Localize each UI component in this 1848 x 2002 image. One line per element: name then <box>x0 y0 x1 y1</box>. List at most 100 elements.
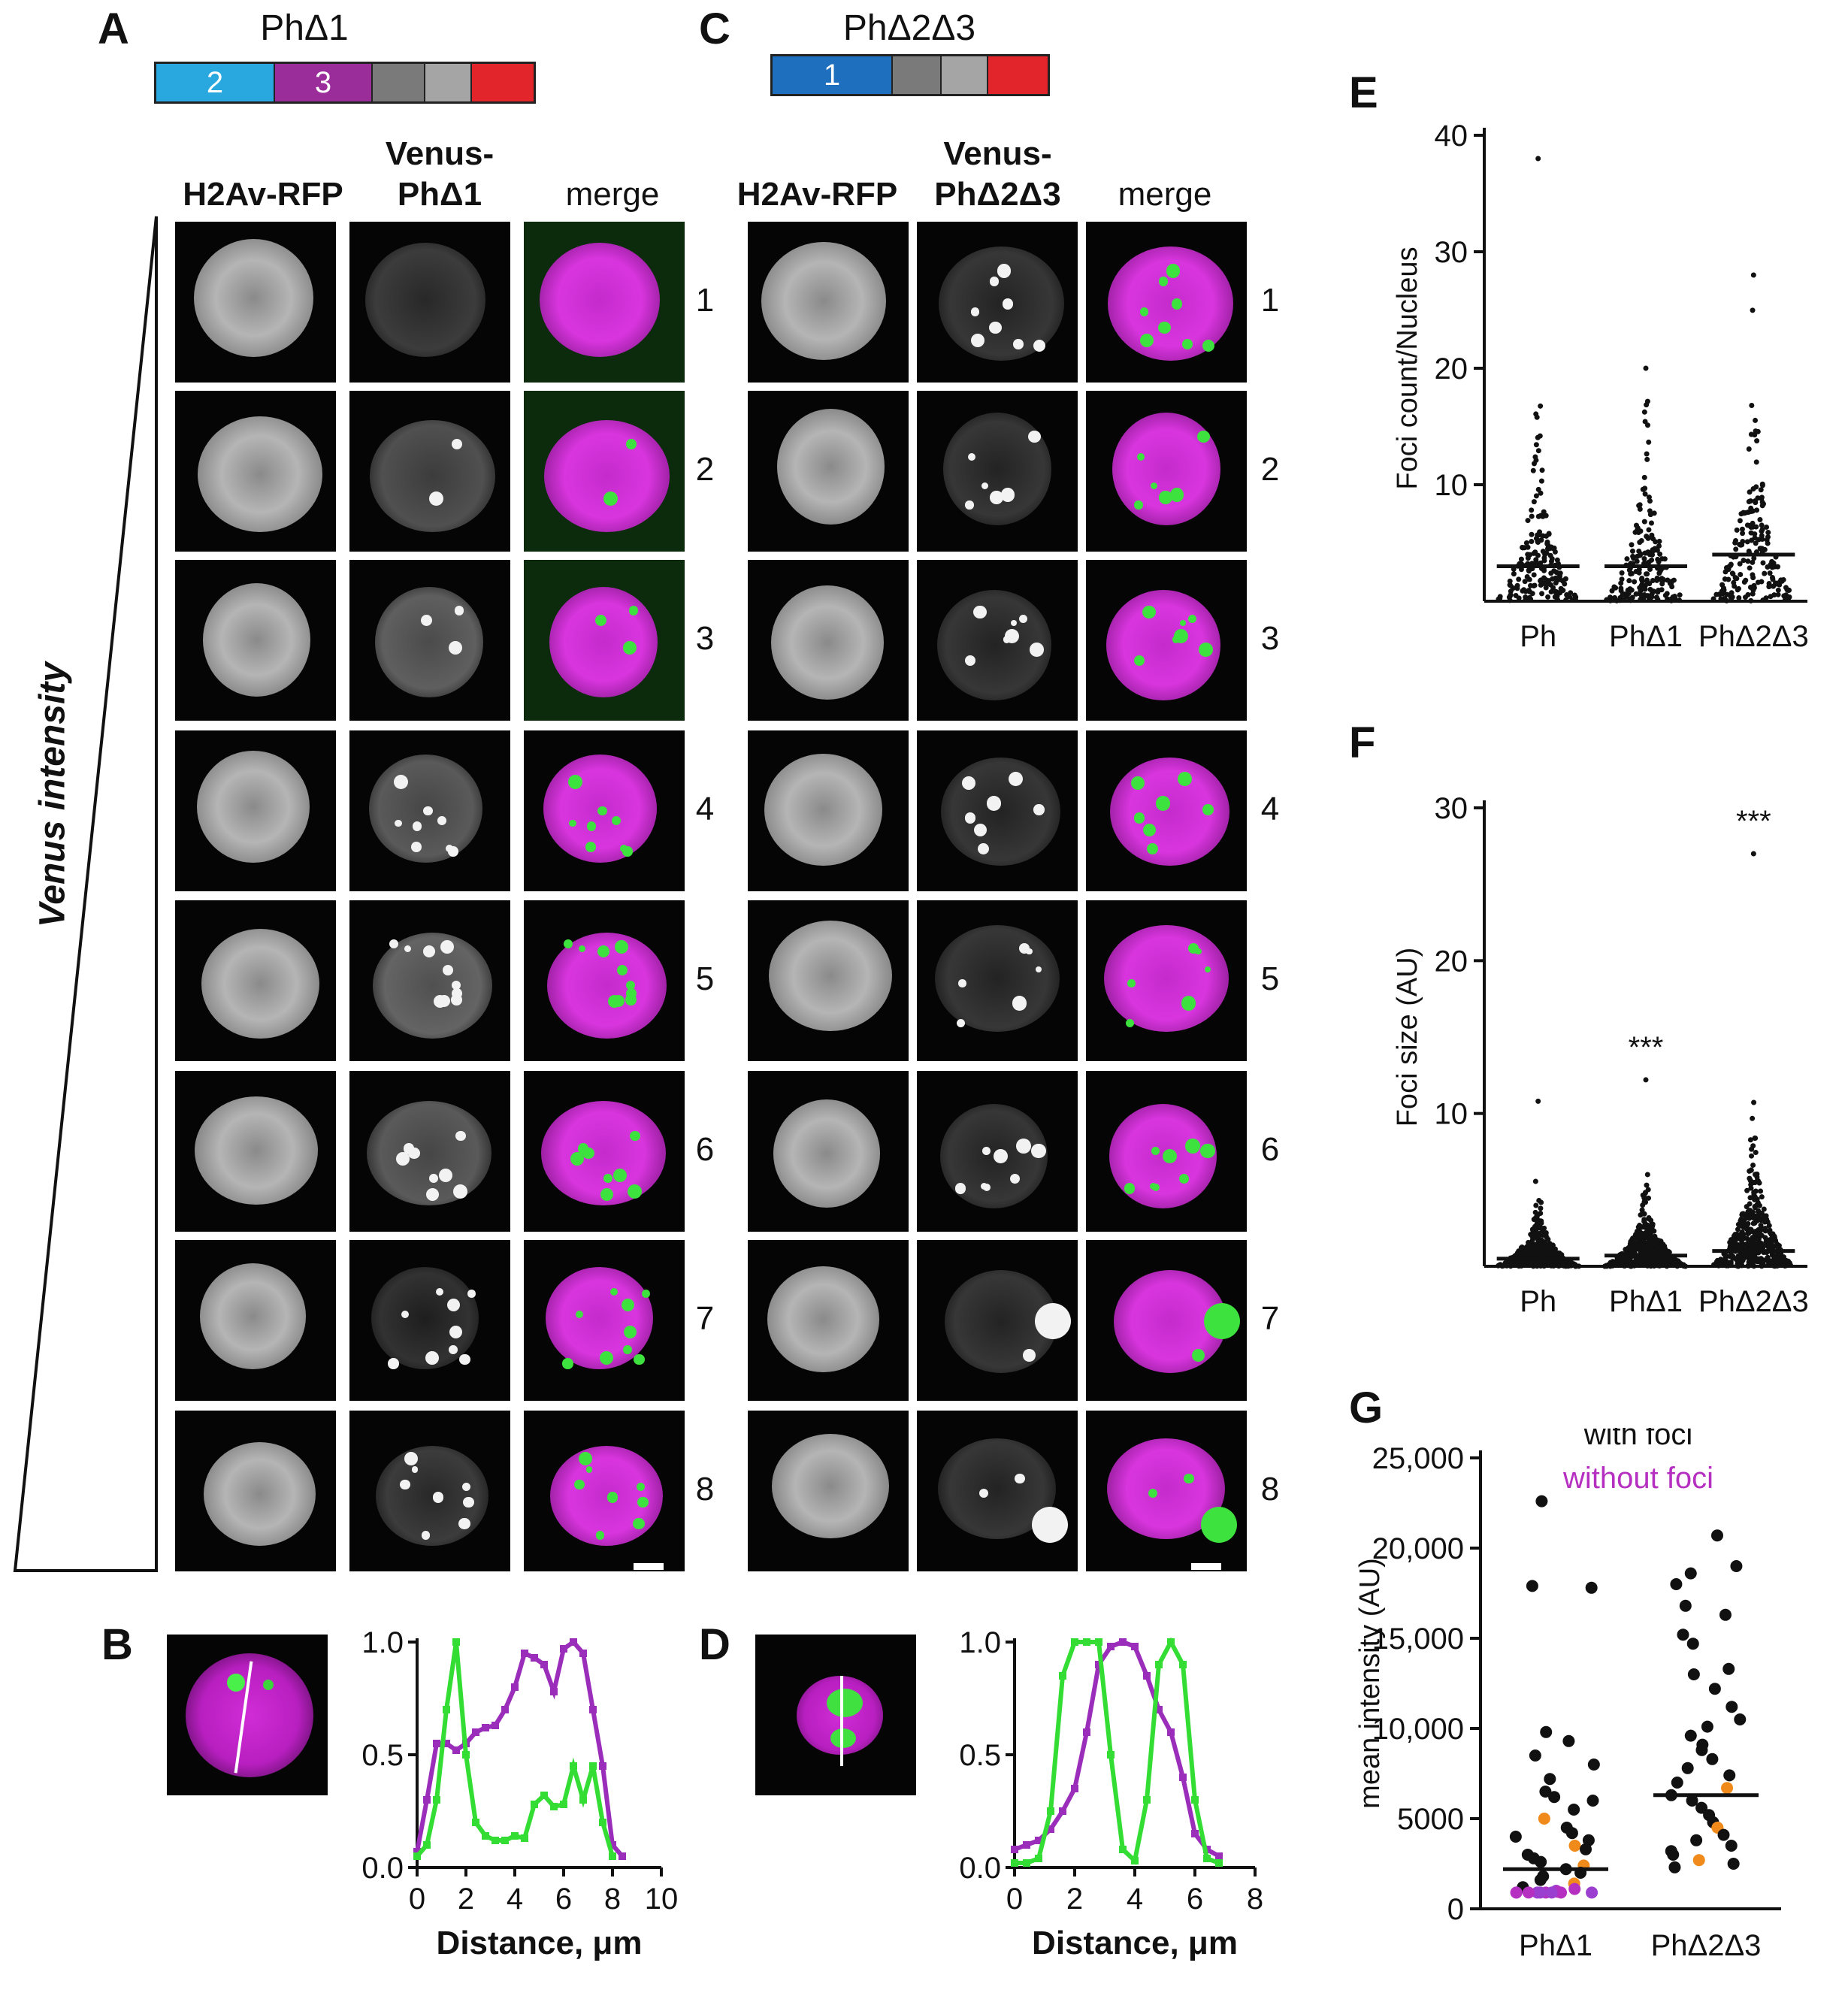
micrograph-c-h2av-row-5 <box>748 900 909 1061</box>
data-point <box>1525 544 1531 550</box>
data-point <box>1637 585 1643 591</box>
row-number: 1 <box>1260 282 1280 319</box>
micrograph-c-venus-row-2 <box>917 391 1078 552</box>
data-point <box>1765 1238 1771 1244</box>
data-point <box>1529 1749 1541 1762</box>
micrograph-a-merge-row-5 <box>524 900 685 1061</box>
data-point <box>1529 507 1535 513</box>
data-point <box>1760 560 1766 566</box>
scale-bar-c <box>1191 1563 1221 1570</box>
focus-spot <box>623 1345 632 1354</box>
micrograph-c-venus-row-6 <box>917 1071 1078 1232</box>
data-point <box>472 1819 479 1826</box>
focus-spot <box>451 981 461 990</box>
data-point <box>1668 579 1674 585</box>
data-point <box>1758 1188 1764 1194</box>
data-point <box>1753 417 1759 423</box>
data-point <box>1664 591 1670 597</box>
data-point <box>1687 1668 1700 1680</box>
data-point <box>1609 588 1615 594</box>
y-tick-label: 25,000 <box>1372 1442 1464 1475</box>
data-point <box>1665 577 1671 583</box>
micrograph-c-venus-row-7 <box>917 1240 1078 1401</box>
data-point <box>1726 567 1732 573</box>
data-point <box>1750 575 1756 581</box>
data-point <box>1759 1225 1765 1231</box>
data-point <box>482 1724 489 1731</box>
data-point <box>1735 1226 1741 1232</box>
data-point <box>1565 1827 1578 1840</box>
focus-spot <box>1177 771 1192 786</box>
data-point <box>1729 590 1735 596</box>
series-line <box>415 1639 625 1858</box>
data-point <box>1543 1242 1549 1248</box>
data-point <box>1641 474 1647 480</box>
focus-spot <box>452 987 463 999</box>
data-point <box>1654 547 1660 553</box>
focus-spot <box>986 795 1002 811</box>
data-point <box>570 1638 577 1646</box>
data-point <box>1511 571 1517 577</box>
data-point <box>1550 576 1556 582</box>
data-point <box>1643 365 1649 371</box>
y-tick-label: 1.0 <box>361 1626 404 1659</box>
data-point <box>1529 591 1535 597</box>
focus-spot <box>1158 321 1171 334</box>
focus-spot <box>1002 298 1014 310</box>
focus-spot <box>611 816 621 825</box>
data-point <box>1560 1261 1566 1267</box>
data-point <box>1713 591 1719 597</box>
data-point <box>423 1841 431 1849</box>
data-point <box>462 1751 470 1759</box>
focus-spot <box>964 812 976 824</box>
micrograph-c-merge-row-8 <box>1086 1411 1247 1571</box>
focus-spot <box>1184 1473 1194 1484</box>
focus-spot <box>463 1497 474 1508</box>
data-point <box>1729 570 1735 576</box>
micrograph-c-venus-row-3 <box>917 560 1078 721</box>
data-point <box>1656 1239 1662 1245</box>
data-point <box>482 1832 489 1840</box>
focus-spot <box>1004 628 1019 643</box>
data-point <box>1756 1178 1762 1184</box>
focus-spot <box>447 1299 461 1312</box>
focus-spot <box>623 1326 637 1339</box>
data-point <box>433 1796 440 1804</box>
data-point <box>1586 1886 1598 1899</box>
data-point <box>1522 579 1528 585</box>
data-point <box>1732 583 1738 589</box>
micrograph-c-merge-row-5 <box>1086 900 1247 1061</box>
data-point <box>1540 1725 1553 1738</box>
data-point <box>1071 1638 1078 1646</box>
row-number: 7 <box>695 1300 715 1337</box>
data-point <box>1526 1580 1538 1592</box>
data-point <box>1750 1162 1756 1168</box>
focus-spot <box>616 965 628 976</box>
focus-spot <box>448 846 458 857</box>
data-point <box>1507 578 1513 584</box>
focus-spot <box>400 1479 410 1490</box>
data-point <box>1739 1240 1745 1246</box>
data-point <box>1641 556 1647 562</box>
data-point <box>1521 587 1527 593</box>
data-point <box>1764 524 1770 530</box>
category-label: PhΔ1 <box>1519 1929 1592 1962</box>
data-point <box>1747 489 1753 495</box>
data-point <box>1555 1886 1568 1899</box>
data-point <box>521 1650 528 1657</box>
data-point <box>1614 597 1620 603</box>
micrograph-a-venus-row-6 <box>349 1071 510 1232</box>
data-point <box>1728 1262 1734 1268</box>
focus-spot <box>1013 339 1024 349</box>
data-point <box>1643 1234 1649 1240</box>
data-point <box>1626 567 1632 573</box>
data-point <box>1643 1077 1649 1083</box>
data-point <box>1771 592 1777 598</box>
data-point <box>1774 1243 1780 1249</box>
focus-spot <box>613 1169 628 1183</box>
data-point <box>1548 589 1554 595</box>
data-point <box>1167 1638 1175 1646</box>
panel-label-d: D <box>699 1620 730 1669</box>
focus-spot <box>569 819 576 827</box>
line-profile-image-d <box>755 1635 916 1795</box>
